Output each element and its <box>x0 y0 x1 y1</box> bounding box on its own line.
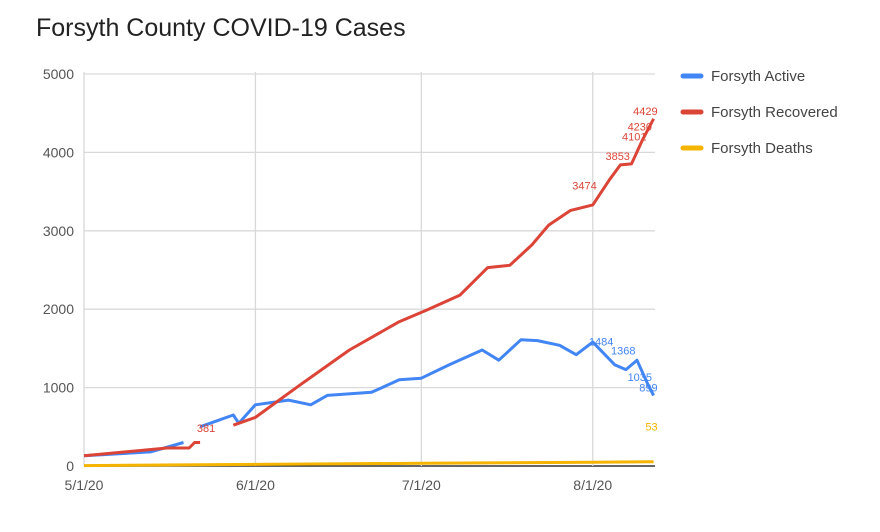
data-label: 4101 <box>622 131 646 143</box>
data-label: 4230 <box>628 121 652 133</box>
legend-label: Forsyth Deaths <box>711 140 813 157</box>
y-tick-label: 5000 <box>43 66 74 82</box>
data-label: 3474 <box>572 181 596 193</box>
x-tick-label: 5/1/20 <box>65 477 104 493</box>
data-label: 4429 <box>633 106 657 118</box>
x-tick-label: 6/1/20 <box>236 477 275 493</box>
x-tick-label: 8/1/20 <box>573 477 612 493</box>
y-tick-label: 4000 <box>43 144 74 160</box>
x-tick-label: 7/1/20 <box>402 477 441 493</box>
data-label: 1368 <box>611 346 635 358</box>
legend-label: Forsyth Recovered <box>711 104 838 121</box>
data-label: 899 <box>639 383 657 395</box>
chart-title: Forsyth County COVID-19 Cases <box>36 14 406 42</box>
data-label: 3853 <box>605 151 629 163</box>
data-label: 53 <box>645 422 657 434</box>
series-line-forsyth-recovered <box>83 118 655 458</box>
data-label: 381 <box>197 423 215 435</box>
y-tick-label: 2000 <box>43 301 74 317</box>
y-tick-label: 0 <box>66 458 74 474</box>
legend-label: Forsyth Active <box>711 68 805 85</box>
series-line-forsyth-active <box>83 338 655 458</box>
series-line-forsyth-deaths <box>83 460 654 468</box>
y-tick-label: 3000 <box>43 223 74 239</box>
data-label: 1035 <box>628 372 652 384</box>
y-tick-label: 1000 <box>43 380 74 396</box>
data-label: 1484 <box>589 337 613 349</box>
